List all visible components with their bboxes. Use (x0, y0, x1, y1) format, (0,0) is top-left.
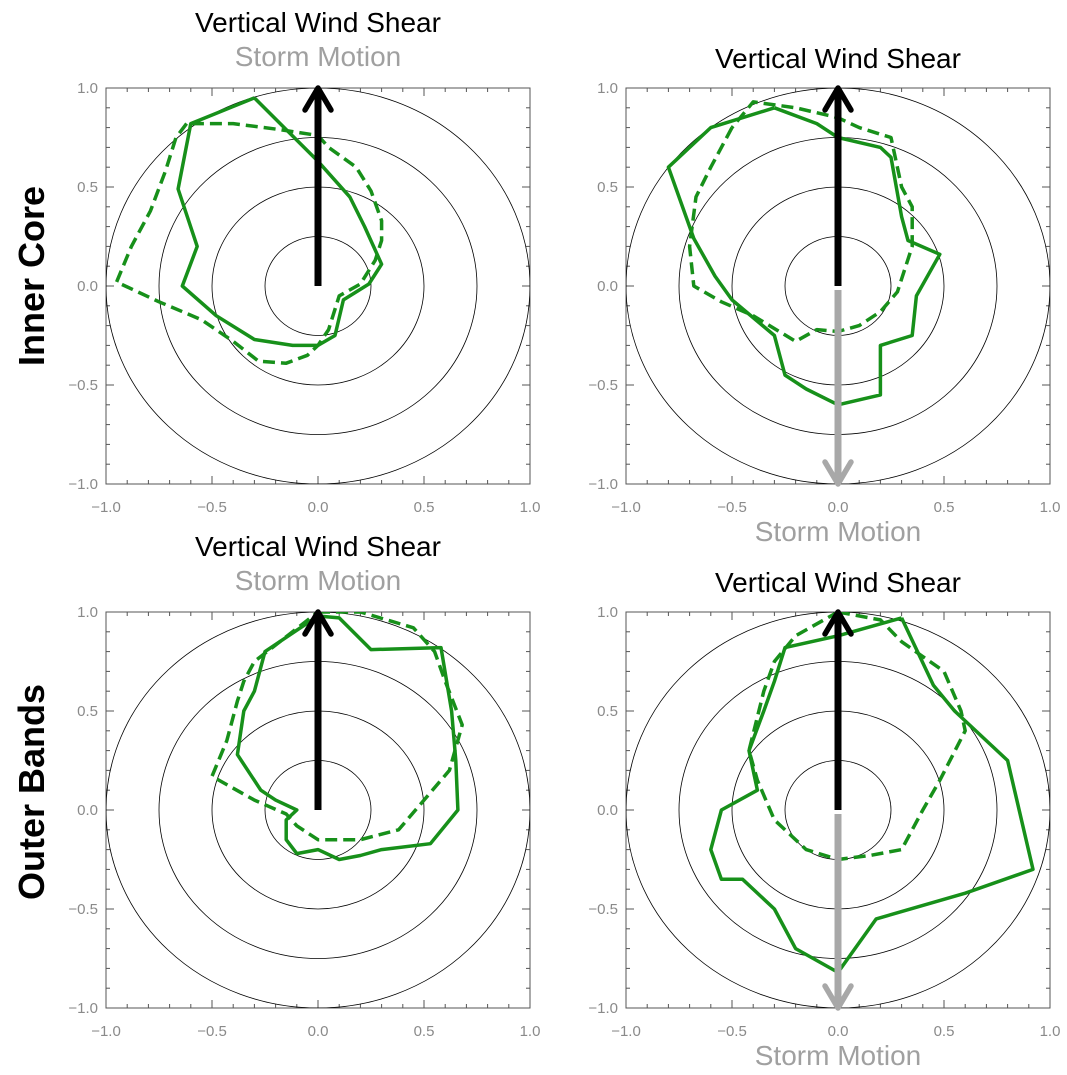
x-tick-label: 1.0 (1040, 1023, 1061, 1040)
x-tick-label: 0.5 (414, 499, 435, 516)
arrow-head (822, 983, 854, 1011)
y-tick-label: 1.0 (77, 604, 98, 621)
y-tick-label: 1.0 (597, 604, 618, 621)
x-tick-label: −1.0 (611, 499, 641, 516)
series-solid (235, 614, 460, 862)
x-tick-label: 0.0 (828, 499, 849, 516)
title-wind-shear: Vertical Wind Shear (715, 43, 961, 74)
x-tick-label: −1.0 (91, 499, 121, 516)
series-solid (666, 106, 942, 407)
y-tick-label: −1.0 (588, 476, 618, 493)
x-tick-label: 0.5 (414, 1023, 435, 1040)
title-wind-shear: Vertical Wind Shear (195, 7, 441, 38)
series-dashed (114, 121, 384, 365)
title-storm-motion: Storm Motion (235, 565, 402, 596)
y-tick-label: −1.0 (588, 1000, 618, 1017)
panel-bottom-left: −1.0 −0.5 0.0 0.5 1.0 1.0 0.5 0.0 −0.5 −1.0 Vertic… (68, 531, 540, 1040)
y-tick-label: 0.5 (77, 179, 98, 196)
x-tick-label: 1.0 (520, 1023, 541, 1040)
y-tick-label: 0.5 (77, 703, 98, 720)
y-tick-label: −0.5 (68, 377, 98, 394)
y-tick-label: −0.5 (588, 377, 618, 394)
x-tick-label: 0.5 (934, 499, 955, 516)
y-tick-label: −1.0 (68, 476, 98, 493)
series-dashed (210, 612, 464, 842)
y-tick-label: 0.0 (597, 278, 618, 295)
arrow-head (822, 459, 854, 487)
panel-top-right: −1.0 −0.5 0.0 0.5 1.0 1.0 0.5 0.0 −0.5 −1.0 Vertic… (588, 43, 1060, 547)
y-tick-label: 0.0 (77, 278, 98, 295)
y-tick-label: −0.5 (68, 901, 98, 918)
y-tick-label: 0.5 (597, 703, 618, 720)
title-storm-motion-bottom: Storm Motion (755, 516, 922, 547)
y-tick-label: 1.0 (597, 80, 618, 97)
x-tick-label: −1.0 (611, 1023, 641, 1040)
x-tick-label: −0.5 (197, 499, 227, 516)
series-solid (176, 96, 384, 348)
y-tick-label: 1.0 (77, 80, 98, 97)
title-wind-shear: Vertical Wind Shear (195, 531, 441, 562)
x-tick-label: −0.5 (197, 1023, 227, 1040)
x-tick-label: 0.0 (308, 499, 329, 516)
x-tick-label: 1.0 (520, 499, 541, 516)
y-tick-label: 0.5 (597, 179, 618, 196)
row-label-inner-core: Inner Core (11, 186, 52, 366)
title-storm-motion-bottom: Storm Motion (755, 1040, 922, 1070)
arrow-head (302, 85, 334, 113)
y-tick-label: 0.0 (77, 802, 98, 819)
y-tick-label: −1.0 (68, 1000, 98, 1017)
series-dashed (687, 100, 914, 344)
panel-bottom-right: −1.0 −0.5 0.0 0.5 1.0 1.0 0.5 0.0 −0.5 −1.0 Vertic… (588, 567, 1061, 1071)
x-tick-label: 0.5 (934, 1023, 955, 1040)
x-tick-label: −0.5 (717, 499, 747, 516)
panel-top-left: −1.0 −0.5 0.0 0.5 1.0 1.0 0.5 0.0 −0.5 −1.0 Vertic… (68, 7, 540, 516)
title-storm-motion: Storm Motion (235, 41, 402, 72)
x-tick-label: −0.5 (717, 1023, 747, 1040)
x-tick-label: −1.0 (91, 1023, 121, 1040)
y-tick-label: 0.0 (597, 802, 618, 819)
series-dashed (747, 612, 967, 862)
x-tick-label: 0.0 (828, 1023, 849, 1040)
y-tick-label: −0.5 (588, 901, 618, 918)
arrow-head (302, 609, 334, 637)
series-solid (709, 616, 1035, 975)
x-tick-label: 1.0 (1040, 499, 1061, 516)
arrow-head (822, 609, 854, 637)
arrow-head (822, 85, 854, 113)
row-label-outer-bands: Outer Bands (11, 684, 52, 900)
x-tick-label: 0.0 (308, 1023, 329, 1040)
title-wind-shear: Vertical Wind Shear (715, 567, 961, 598)
